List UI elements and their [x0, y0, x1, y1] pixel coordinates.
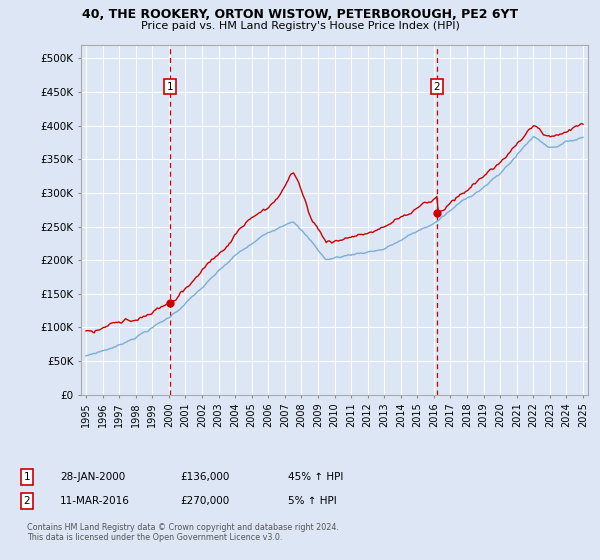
Text: 28-JAN-2000: 28-JAN-2000 — [60, 472, 125, 482]
Text: £136,000: £136,000 — [180, 472, 229, 482]
Text: 2: 2 — [23, 496, 31, 506]
Text: 1: 1 — [167, 82, 173, 92]
Text: Price paid vs. HM Land Registry's House Price Index (HPI): Price paid vs. HM Land Registry's House … — [140, 21, 460, 31]
Text: 45% ↑ HPI: 45% ↑ HPI — [288, 472, 343, 482]
Text: 11-MAR-2016: 11-MAR-2016 — [60, 496, 130, 506]
Text: 40, THE ROOKERY, ORTON WISTOW, PETERBOROUGH, PE2 6YT: 40, THE ROOKERY, ORTON WISTOW, PETERBORO… — [82, 8, 518, 21]
Text: £270,000: £270,000 — [180, 496, 229, 506]
Text: Contains HM Land Registry data © Crown copyright and database right 2024.
This d: Contains HM Land Registry data © Crown c… — [27, 523, 339, 543]
Text: 2: 2 — [434, 82, 440, 92]
Text: 1: 1 — [23, 472, 31, 482]
Text: 5% ↑ HPI: 5% ↑ HPI — [288, 496, 337, 506]
